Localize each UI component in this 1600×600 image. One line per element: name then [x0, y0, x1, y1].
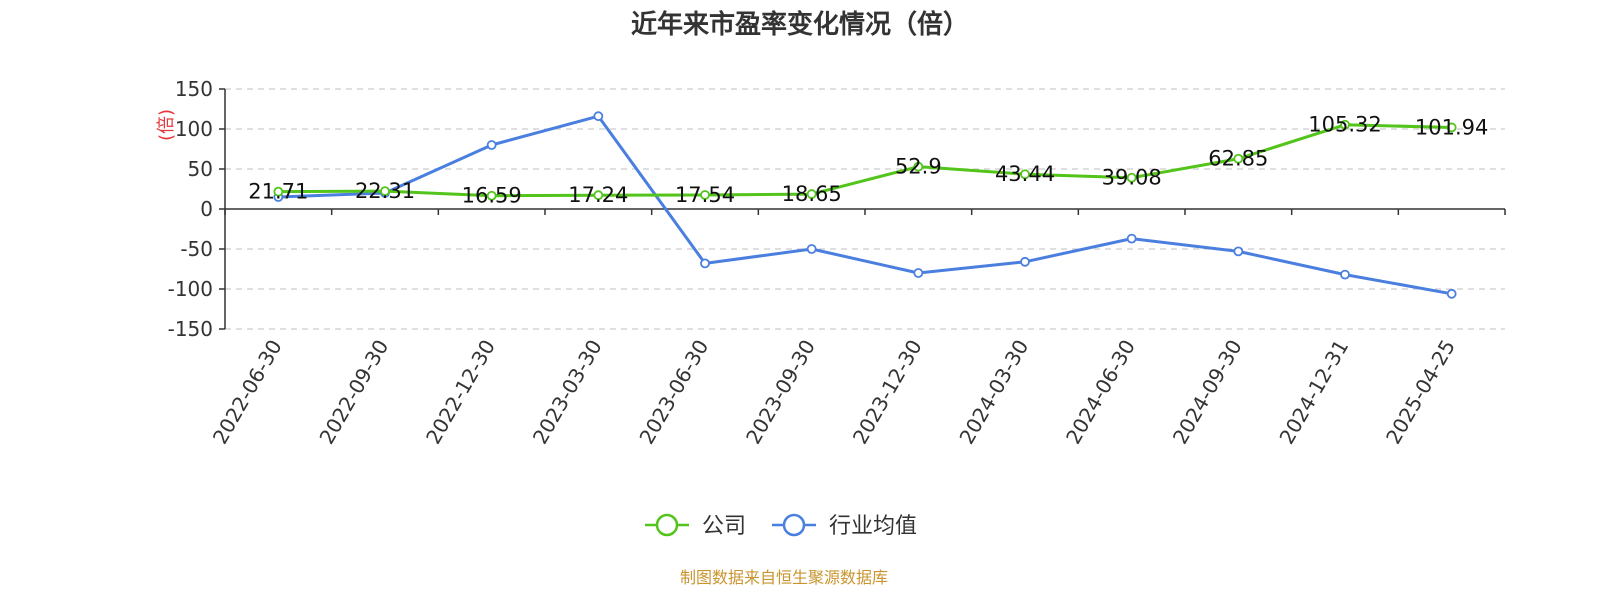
data-label: 39.08: [1102, 166, 1162, 190]
x-tick-label: 2023-03-30: [528, 336, 607, 449]
data-point: [380, 186, 390, 197]
x-tick-label: 2022-06-30: [208, 336, 287, 449]
x-tick-label: 2022-12-30: [421, 335, 500, 448]
data-labels: 21.71 22.31 16.59 17.24 17.54 18.65 52.9 43.44 3…: [248, 113, 1488, 208]
y-tick-label: -50: [180, 237, 213, 261]
data-point: [913, 161, 924, 172]
data-point: [1446, 288, 1457, 299]
x-tick-label: 2025-04-25: [1381, 336, 1460, 449]
data-point: [1446, 122, 1457, 133]
data-point: [1020, 169, 1030, 180]
data-label: 16.59: [462, 184, 522, 208]
data-label: 101.94: [1415, 115, 1488, 139]
data-point: [593, 111, 604, 122]
y-tick-label: 0: [200, 197, 213, 221]
legend: 公司 行业均值: [645, 513, 917, 539]
y-tick-label: 150: [175, 77, 213, 101]
data-point: [700, 258, 710, 269]
x-tick-label: 2023-12-30: [848, 335, 927, 448]
data-point: [273, 186, 284, 197]
x-tick-label: 2024-03-30: [954, 336, 1033, 449]
legend-swatch-marker: [655, 513, 679, 537]
series-line-1: [278, 114, 1452, 296]
series-layer: [273, 111, 1457, 299]
y-tick-label: 50: [188, 157, 213, 181]
data-label: 21.71: [248, 180, 308, 204]
x-tick-label: 2022-09-30: [314, 336, 393, 449]
data-label: 22.31: [355, 179, 415, 203]
y-tick-label: -100: [168, 277, 213, 301]
legend-label: 行业均值: [829, 514, 917, 539]
data-point: [1233, 246, 1244, 257]
data-point: [593, 190, 604, 201]
data-label: 52.9: [895, 155, 942, 179]
data-point: [1020, 256, 1030, 267]
data-label: 18.65: [782, 182, 842, 206]
legend-swatch-marker: [782, 513, 806, 537]
y-tick-label: -150: [168, 317, 213, 341]
legend-label: 公司: [702, 514, 746, 539]
data-label: 17.24: [568, 183, 628, 207]
chart-title: 近年来市盈率变化情况（倍）: [631, 9, 969, 40]
data-point: [1126, 233, 1137, 244]
data-point: [913, 268, 924, 278]
series-line-0: [278, 123, 1452, 198]
data-label: 105.32: [1308, 113, 1381, 137]
x-tick-label: 2023-06-30: [634, 336, 713, 449]
x-tick-label: 2024-06-30: [1061, 336, 1140, 449]
data-point: [806, 189, 817, 199]
x-tick-label: 2024-09-30: [1168, 336, 1247, 449]
data-point: [1340, 119, 1350, 130]
data-label: 43.44: [995, 162, 1055, 186]
data-point: [700, 190, 710, 200]
data-point: [1233, 153, 1244, 164]
data-point: [1340, 269, 1350, 280]
data-point: [1126, 172, 1137, 183]
y-tick-label: 100: [175, 117, 213, 141]
source-note: 制图数据来自恒生聚源数据库: [680, 568, 888, 587]
data-label: 62.85: [1208, 147, 1268, 171]
data-point: [806, 244, 817, 254]
x-tick-label: 2023-09-30: [741, 336, 820, 449]
data-point: [486, 190, 497, 201]
data-point: [486, 140, 497, 150]
data-label: 17.54: [675, 183, 735, 207]
y-axis-label: (倍): [156, 109, 177, 141]
x-tick-label: 2024-12-31: [1274, 336, 1353, 449]
